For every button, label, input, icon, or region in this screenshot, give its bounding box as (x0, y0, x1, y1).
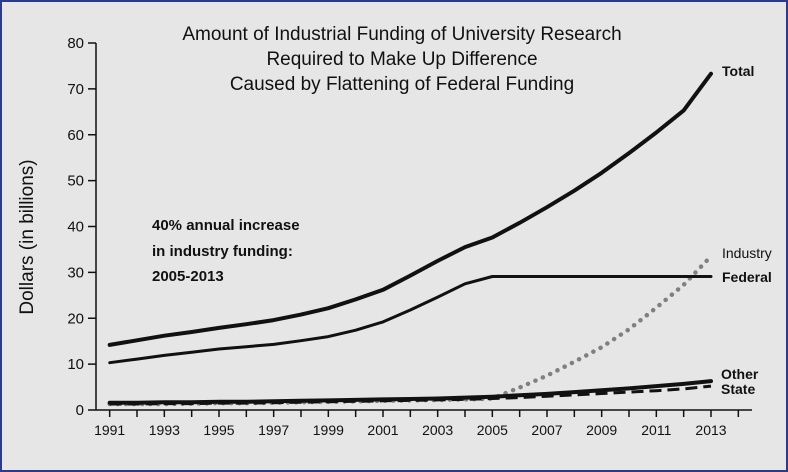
x-tick-label: 1995 (203, 422, 234, 438)
x-tick-label: 2001 (367, 422, 398, 438)
series-label-other: Other (721, 366, 759, 382)
x-tick-label: 1997 (258, 422, 289, 438)
chart-title-line-3: Caused by Flattening of Federal Funding (230, 74, 574, 95)
x-tick-label: 2009 (586, 422, 617, 438)
annotation-line-2: in industry funding: (152, 243, 293, 260)
y-tick-label: 70 (67, 81, 84, 98)
x-tick-label: 2005 (477, 422, 508, 438)
y-tick-label: 60 (67, 127, 84, 144)
series-label-state: State (721, 381, 755, 397)
series-label-federal: Federal (722, 269, 772, 285)
x-tick-label: 2011 (641, 422, 671, 438)
annotation-line-3: 2005-2013 (152, 268, 224, 285)
annotation: 40% annual increase in industry funding:… (152, 217, 300, 285)
series-label-industry: Industry (722, 245, 772, 261)
y-tick-label: 40 (67, 219, 84, 236)
annotation-line-1: 40% annual increase (152, 217, 300, 234)
y-tick-label: 50 (67, 173, 84, 190)
chart-title-line-2: Required to Make Up Difference (266, 49, 537, 70)
x-tick-label: 2007 (531, 422, 562, 438)
series-line-federal (108, 275, 713, 365)
y-tick-label: 0 (76, 402, 84, 419)
series-lines (107, 71, 714, 407)
x-tick-label: 1993 (149, 422, 180, 438)
y-axis-label: Dollars (in billions) (17, 159, 38, 314)
chart-title-line-1: Amount of Industrial Funding of Universi… (182, 24, 621, 45)
series-label-total: Total (722, 63, 754, 79)
x-tick-label: 1991 (94, 422, 125, 438)
y-tick-label: 20 (67, 310, 84, 327)
chart-title: Amount of Industrial Funding of Universi… (182, 24, 621, 95)
x-tick-label: 1999 (313, 422, 344, 438)
y-tick-label: 30 (67, 264, 84, 281)
x-axis-ticks: 1991 1993 1995 1997 1999 2001 2003 2005 2007 2009… (94, 410, 740, 438)
y-tick-label: 10 (67, 356, 84, 373)
x-tick-label: 2013 (695, 422, 726, 438)
x-tick-label: 2003 (422, 422, 453, 438)
y-tick-label: 80 (67, 35, 84, 52)
series-line-other (107, 379, 713, 405)
y-axis-ticks: 0 10 20 30 40 50 60 70 80 (67, 35, 96, 419)
series-line-total (107, 71, 713, 347)
